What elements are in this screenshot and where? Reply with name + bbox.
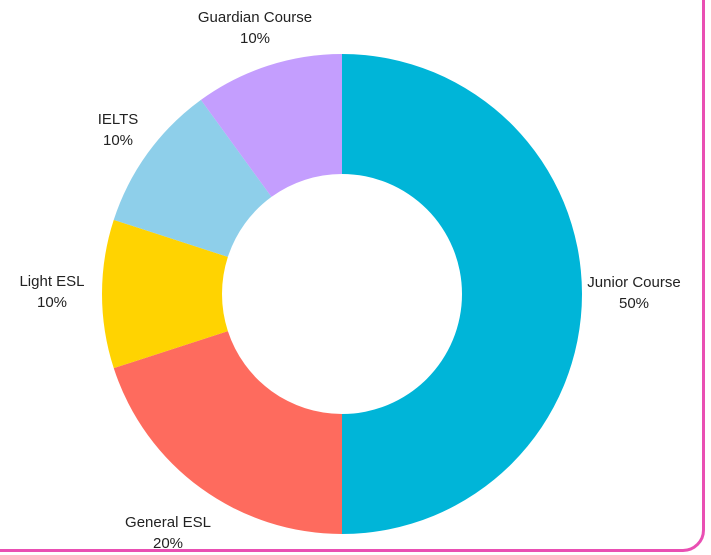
slice-label-general-esl: General ESL [125, 514, 211, 531]
donut-slice-junior-course [342, 54, 582, 534]
donut-slice-guardian-course [200, 54, 342, 197]
slice-percent-ielts: 10% [103, 132, 133, 149]
donut-slice-general-esl [113, 331, 343, 534]
slice-percent-light-esl: 10% [37, 294, 67, 311]
slice-label-junior-course: Junior Course [587, 274, 680, 291]
slice-label-light-esl: Light ESL [19, 273, 84, 290]
slice-label-ielts: IELTS [98, 111, 139, 128]
slice-percent-guardian-course: 10% [240, 30, 270, 47]
slice-percent-general-esl: 20% [153, 535, 183, 552]
donut-slice-ielts [113, 99, 272, 257]
donut-slice-light-esl [102, 219, 228, 369]
slice-label-guardian-course: Guardian Course [198, 9, 312, 26]
slice-percent-junior-course: 50% [619, 295, 649, 312]
